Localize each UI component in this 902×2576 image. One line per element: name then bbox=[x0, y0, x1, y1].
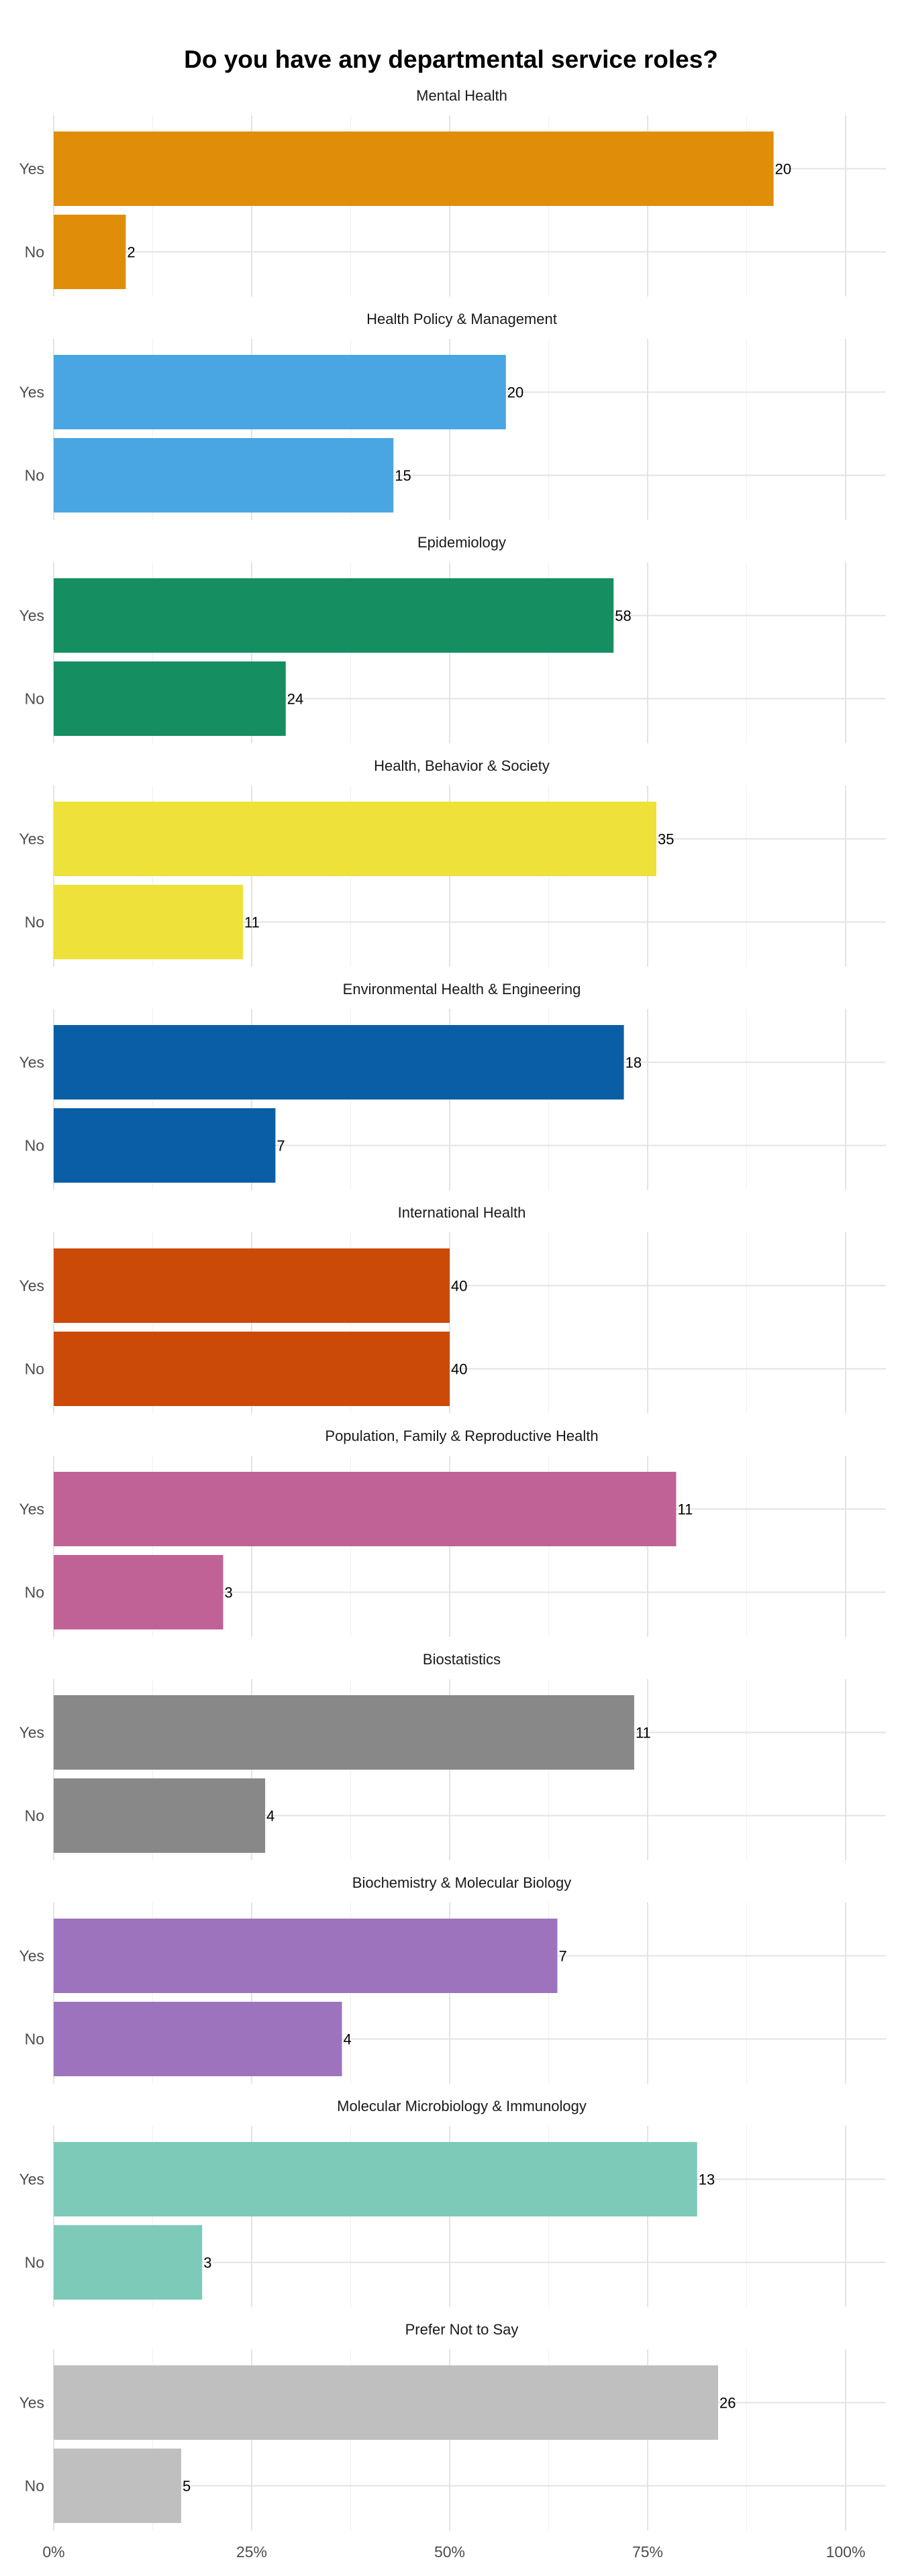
facet-title: Environmental Health & Engineering bbox=[343, 981, 581, 998]
bar-yes bbox=[54, 1695, 634, 1770]
category-label: Yes bbox=[19, 1947, 44, 1965]
data-label: 20 bbox=[507, 384, 523, 401]
facet-title: Health, Behavior & Society bbox=[374, 757, 550, 774]
bar-no bbox=[54, 2002, 342, 2076]
facet-title: Population, Family & Reproductive Health bbox=[325, 1428, 598, 1444]
data-label: 24 bbox=[287, 691, 303, 708]
bar-no bbox=[54, 2449, 181, 2523]
data-label: 26 bbox=[719, 2395, 736, 2412]
facet-title: Mental Health bbox=[416, 87, 507, 104]
x-tick-label: 25% bbox=[236, 2543, 267, 2561]
category-label: Yes bbox=[19, 2394, 44, 2412]
category-label: No bbox=[25, 467, 44, 484]
data-label: 11 bbox=[677, 1501, 693, 1518]
bar-yes bbox=[54, 1472, 676, 1546]
bar-yes bbox=[54, 802, 656, 876]
x-tick-label: 50% bbox=[434, 2543, 465, 2561]
data-label: 13 bbox=[699, 2171, 715, 2188]
bar-yes bbox=[54, 1025, 624, 1099]
data-label: 20 bbox=[775, 161, 791, 178]
data-label: 4 bbox=[344, 2031, 352, 2048]
data-label: 5 bbox=[183, 2478, 191, 2495]
data-label: 40 bbox=[451, 1361, 467, 1378]
category-label: No bbox=[25, 2477, 44, 2495]
category-label: Yes bbox=[19, 384, 44, 401]
category-label: Yes bbox=[19, 607, 44, 625]
data-label: 3 bbox=[203, 2255, 211, 2271]
bar-no bbox=[54, 2225, 203, 2300]
bar-no bbox=[54, 1108, 276, 1183]
bar-yes bbox=[54, 2365, 719, 2440]
category-label: Yes bbox=[19, 2171, 44, 2188]
category-label: Yes bbox=[19, 160, 44, 178]
data-label: 35 bbox=[658, 831, 674, 848]
x-tick-label: 100% bbox=[826, 2543, 866, 2561]
bar-no bbox=[54, 215, 126, 289]
data-label: 3 bbox=[225, 1585, 233, 1601]
facet-title: Epidemiology bbox=[417, 534, 506, 551]
x-tick-label: 75% bbox=[632, 2543, 663, 2561]
facet-title: Biochemistry & Molecular Biology bbox=[352, 1874, 571, 1891]
bar-yes bbox=[54, 355, 506, 429]
category-label: No bbox=[25, 1807, 44, 1825]
facet-title: Biostatistics bbox=[423, 1651, 501, 1668]
facet-title: Prefer Not to Say bbox=[405, 2321, 519, 2338]
x-tick-label: 0% bbox=[42, 2543, 64, 2561]
bar-no bbox=[54, 661, 286, 736]
category-label: No bbox=[25, 2031, 44, 2048]
category-label: No bbox=[25, 2254, 44, 2271]
bar-yes bbox=[54, 1919, 558, 1993]
bar-no bbox=[54, 1778, 266, 1853]
facet-title: Molecular Microbiology & Immunology bbox=[337, 2098, 587, 2114]
category-label: No bbox=[25, 914, 44, 931]
facet-title: International Health bbox=[398, 1204, 526, 1221]
category-label: No bbox=[25, 1137, 44, 1155]
data-label: 40 bbox=[451, 1278, 467, 1295]
bar-no bbox=[54, 438, 394, 513]
chart-title: Do you have any departmental service rol… bbox=[184, 46, 718, 73]
category-label: No bbox=[25, 244, 44, 261]
data-label: 7 bbox=[558, 1948, 566, 1965]
bar-yes bbox=[54, 1248, 450, 1323]
category-label: No bbox=[25, 1584, 44, 1601]
category-label: Yes bbox=[19, 1501, 44, 1518]
bar-yes bbox=[54, 2142, 697, 2216]
data-label: 2 bbox=[127, 244, 135, 261]
data-label: 58 bbox=[615, 608, 631, 625]
category-label: Yes bbox=[19, 1724, 44, 1741]
bar-no bbox=[54, 1332, 450, 1406]
facet-title: Health Policy & Management bbox=[366, 311, 557, 327]
category-label: No bbox=[25, 1360, 44, 1378]
bar-no bbox=[54, 1555, 223, 1629]
data-label: 4 bbox=[266, 1808, 274, 1825]
bar-yes bbox=[54, 131, 774, 206]
bar-yes bbox=[54, 578, 614, 653]
category-label: Yes bbox=[19, 1054, 44, 1071]
data-label: 11 bbox=[244, 914, 260, 931]
bar-no bbox=[54, 885, 244, 959]
category-label: Yes bbox=[19, 830, 44, 848]
data-label: 15 bbox=[395, 468, 411, 484]
data-label: 7 bbox=[277, 1138, 285, 1155]
data-label: 18 bbox=[625, 1055, 642, 1071]
data-label: 11 bbox=[636, 1725, 651, 1741]
category-label: Yes bbox=[19, 1277, 44, 1295]
category-label: No bbox=[25, 690, 44, 708]
